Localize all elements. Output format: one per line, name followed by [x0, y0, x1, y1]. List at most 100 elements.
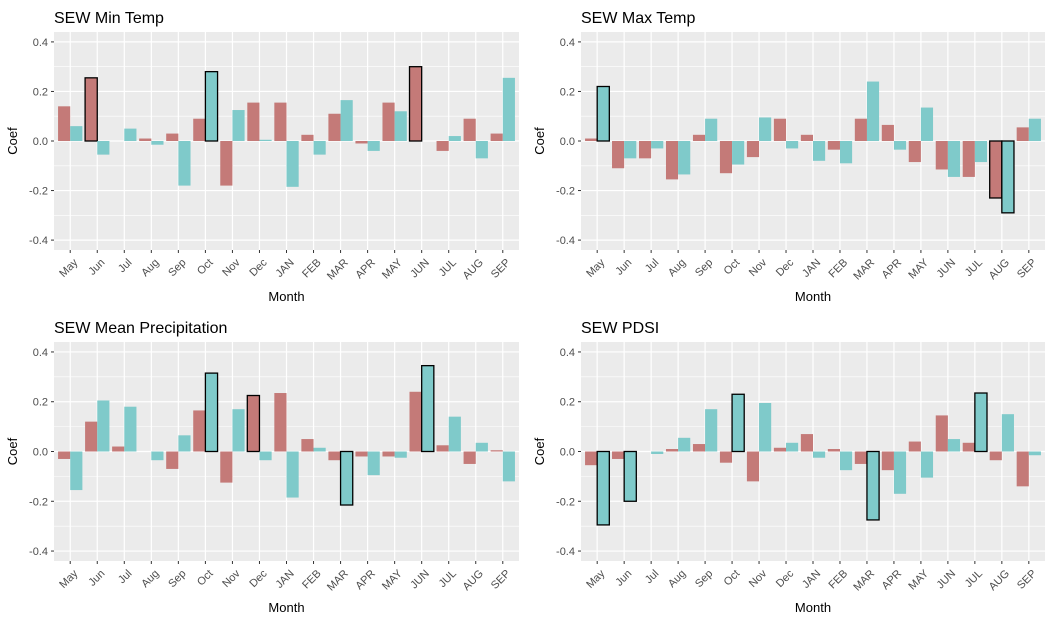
bar-series-2: [178, 141, 191, 186]
bar-series-2: [448, 416, 461, 452]
x-tick-label: MAR: [325, 568, 351, 594]
bar-series-1: [989, 451, 1002, 461]
x-tick-label: JUN: [934, 568, 958, 592]
bar-series-2: [70, 451, 83, 491]
bar-series-1: [193, 410, 206, 452]
bar-series-2: [839, 141, 853, 164]
x-tick-label: JUL: [963, 257, 985, 279]
bar-series-1: [166, 451, 179, 469]
x-tick-label: SEP: [1015, 568, 1039, 592]
bar-series-2: [313, 141, 326, 155]
bar-series-2: [259, 139, 272, 141]
bar-series-2: [893, 141, 907, 150]
bar-series-1: [301, 134, 314, 141]
chart-panel-1: -0.4 -0.2 0.0 0.2 0.4 May Jun Jul Aug Sep Oct Nov De…: [5, 10, 519, 304]
x-tick-label: May: [584, 256, 608, 280]
x-tick-label: Sep: [693, 257, 715, 279]
bar-series-2: [232, 409, 245, 452]
x-tick-label: JUL: [437, 568, 459, 590]
x-tick-label: Oct: [722, 257, 743, 278]
bar-series-1: [382, 451, 395, 457]
x-tick-label: JUL: [963, 568, 985, 590]
bar-series-1: [827, 141, 840, 150]
bar-series-1: [301, 439, 314, 452]
bar-series-1: [773, 447, 787, 452]
x-tick-label: Aug: [139, 568, 161, 590]
bar-series-1: [112, 446, 125, 452]
bar-series-1: [692, 134, 706, 141]
bar-series-1: [881, 124, 894, 141]
bar-series-1: [220, 141, 233, 186]
bar-series-2: [151, 141, 164, 145]
y-tick-label: 0.0: [33, 447, 48, 459]
y-tick-label: 0.0: [560, 136, 575, 148]
bar-series-1: [639, 141, 652, 159]
bar-series-2: [97, 400, 110, 452]
x-tick-label: Dec: [774, 256, 797, 279]
bar-series-1: [881, 451, 894, 471]
x-tick-label: Jul: [643, 257, 661, 275]
bar-series-2: [502, 77, 515, 141]
y-tick-label: -0.4: [29, 235, 48, 247]
bar-series-2: [624, 141, 637, 159]
x-tick-label: MAR: [851, 568, 877, 594]
y-tick-label: 0.0: [560, 447, 575, 459]
bar-series-1: [436, 141, 449, 151]
bar-series-1: [692, 444, 706, 452]
bar-series-1: [193, 118, 206, 141]
y-tick-label: 0.4: [33, 347, 48, 359]
bar-series-2: [678, 437, 691, 452]
x-tick-label: FEB: [300, 568, 324, 592]
x-tick-label: Sep: [166, 568, 188, 590]
chart-title: SEW Max Temp: [581, 10, 696, 27]
x-tick-label: JUN: [408, 257, 432, 281]
bar-series-2: [286, 451, 299, 498]
bar-series-1: [827, 449, 840, 452]
y-tick-label: -0.2: [29, 186, 48, 198]
bar-series-2: [1028, 118, 1041, 141]
bar-series-1: [139, 138, 152, 141]
x-tick-label: Nov: [220, 567, 243, 590]
bar-series-2: [759, 402, 772, 452]
x-tick-label: Nov: [747, 567, 770, 590]
x-tick-label: APR: [353, 257, 378, 282]
bar-series-1: [1016, 127, 1029, 141]
bar-series-2: [813, 451, 826, 458]
bar-series-1: [719, 451, 733, 463]
x-tick-label: AUG: [987, 257, 1012, 282]
bar-series-1: [409, 391, 422, 452]
bar-series-2-highlighted: [866, 450, 880, 521]
bar-series-1: [800, 134, 813, 141]
x-tick-label: Aug: [666, 568, 688, 590]
bar-series-1: [220, 451, 233, 483]
bar-series-2-highlighted: [339, 450, 354, 506]
x-tick-label: MAR: [851, 257, 877, 283]
bar-series-2: [232, 110, 245, 141]
bar-series-2: [367, 141, 380, 151]
x-tick-label: SEP: [1015, 257, 1039, 281]
bar-series-1: [1016, 451, 1029, 487]
bar-series-1: [719, 141, 733, 174]
x-tick-label: Dec: [774, 567, 797, 590]
bar-series-1: [274, 102, 287, 141]
x-tick-label: JAN: [800, 257, 823, 280]
bar-series-1: [908, 141, 921, 163]
bar-series-2: [340, 100, 353, 141]
x-tick-label: AUG: [987, 568, 1012, 593]
y-tick-label: -0.2: [29, 496, 48, 508]
y-tick-label: 0.0: [33, 136, 48, 148]
bar-series-2: [947, 439, 961, 452]
bar-series-2-highlighted: [204, 70, 219, 142]
bar-series-2-highlighted: [596, 450, 610, 526]
bar-series-1: [436, 445, 449, 452]
x-tick-label: Dec: [247, 567, 270, 590]
x-tick-label: SEP: [489, 568, 513, 592]
bar-series-1-highlighted: [246, 394, 261, 453]
chart-panel-4: -0.4 -0.2 0.0 0.2 0.4 May Jun Jul Aug Sep Oct Nov De…: [532, 320, 1045, 615]
bar-series-1: [328, 113, 341, 141]
y-axis-title: Coef: [5, 127, 20, 155]
bar-series-2: [705, 409, 718, 452]
bar-series-2: [475, 442, 488, 452]
x-tick-label: Aug: [666, 257, 688, 279]
